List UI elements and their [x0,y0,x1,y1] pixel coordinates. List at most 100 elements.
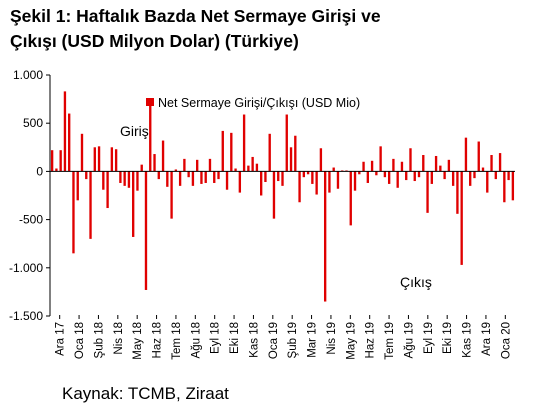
bar [80,133,84,172]
bar [187,171,190,178]
bar [149,105,152,172]
bar [481,167,485,172]
bar [379,146,382,172]
bar-series [50,91,515,302]
y-axis-ticks: 1.000 500 0 -500 -1.000 -1.500 [9,68,50,323]
bar [319,148,323,172]
bar [221,130,224,172]
bar [72,171,75,254]
bar [281,171,284,186]
bar [97,146,101,172]
bar [409,148,412,172]
bar [277,171,280,182]
bar [204,171,207,183]
x-tick-label: Ara 17 [55,322,67,356]
bar [460,171,463,265]
bar [405,171,408,181]
bar [166,171,169,187]
legend-label: Net Sermaye Girişi/Çıkışı (USD Mio) [158,96,360,110]
bar [119,171,122,183]
bar [110,147,114,172]
bar [200,171,203,184]
x-tick-label: Kas 18 [248,322,260,358]
x-tick-label: Eki 18 [229,322,241,354]
bar [507,171,510,181]
annotation-cikis: Çıkış [400,274,432,290]
bar [477,141,480,172]
bar [328,171,331,193]
y-tick-label: 0 [36,164,43,178]
bar [456,171,459,214]
bar [157,171,160,180]
bar [255,163,259,172]
bar [336,171,340,189]
bar [144,171,148,290]
bar [264,171,267,182]
bar [315,171,318,195]
bar [238,171,242,193]
bar [392,158,395,172]
bar [353,171,357,191]
x-tick-label: May 18 [132,322,144,360]
bar [443,171,446,180]
bar [140,164,143,172]
bar [174,169,178,172]
chart-title: Şekil 1: Haftalık Bazda Net Sermaye Giri… [10,4,530,54]
bar [494,171,497,180]
x-tick-label: Oca 19 [268,322,280,359]
bar [490,155,493,172]
bar [68,113,71,172]
x-tick-label: Eyl 18 [210,322,222,354]
x-tick-label: Eyl 19 [423,322,435,354]
y-tick-label: 500 [23,116,43,130]
x-tick-label: Oca 18 [74,322,86,359]
bar [161,140,165,172]
bar [422,155,425,172]
bar [451,171,455,186]
x-tick-label: Mar 19 [307,322,319,358]
bar [447,159,451,172]
bar [375,171,378,176]
bar [306,171,310,175]
chart-title-line-2: Çıkışı (USD Milyon Dolar) (Türkiye) [10,31,299,51]
bar [486,171,489,193]
bar [413,171,416,182]
bar [370,160,374,172]
bar [242,114,246,172]
bar [434,155,438,172]
x-tick-label: Nis 19 [326,322,338,355]
bar [59,150,62,172]
y-tick-label: 1.000 [13,68,43,82]
bar [106,171,109,209]
bar [349,171,352,226]
y-tick-label: -1.000 [9,261,43,275]
bar [417,171,421,178]
bar [323,171,327,302]
bar [114,149,118,172]
x-tick-label: Ağu 18 [190,322,202,358]
bar [183,158,186,172]
bar [191,171,195,186]
x-tick-label: Nis 18 [113,322,125,355]
bar [294,135,297,172]
bar [123,171,126,186]
bar [251,156,254,172]
x-tick-label: Oca 20 [500,322,512,359]
x-tick-label: Eki 19 [442,322,454,354]
x-tick-label: Şub 19 [287,322,299,358]
bar [396,171,399,188]
bar [234,168,237,172]
bar [311,171,314,184]
bar [362,161,365,172]
bar [503,171,506,203]
x-tick-label: May 19 [345,322,357,360]
bar [213,171,216,183]
x-tick-label: Tem 19 [384,322,396,360]
bar [302,171,306,178]
bar [439,165,442,172]
bar [272,171,276,219]
bar [63,91,67,172]
bar [217,171,220,180]
bar [196,159,199,172]
